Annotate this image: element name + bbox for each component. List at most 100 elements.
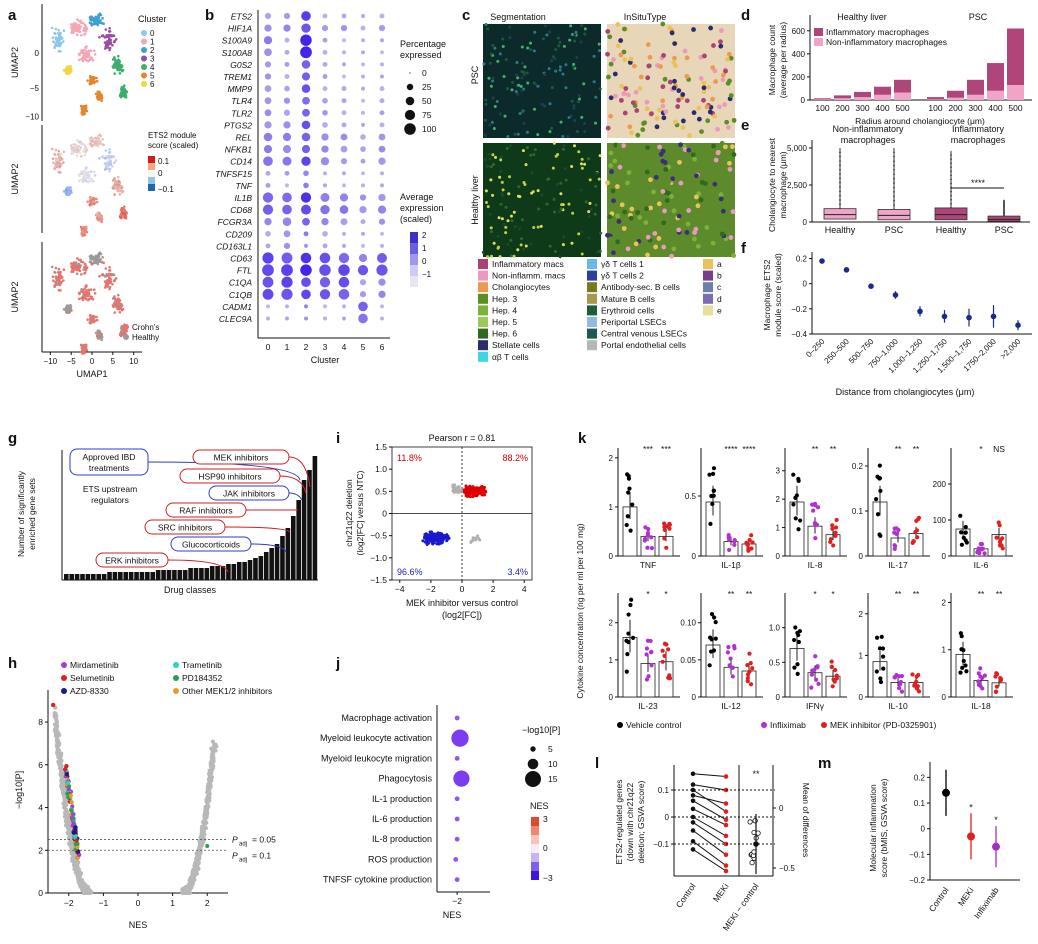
k-point [793,516,798,521]
spatial-cell-mark [696,116,702,122]
spatial-cell-mark [583,162,587,166]
spatial-cell-mark [691,110,697,116]
spatial-cell-mark [556,36,560,40]
cluster-tick: 3 [323,342,328,352]
k-point [794,493,799,498]
spatial-cell-mark [574,30,578,34]
k-point [811,508,816,513]
spatial-cell-mark [678,180,684,186]
k-point [982,551,987,556]
h-legend-swatch [173,662,179,668]
j-size-legend-label: 15 [548,774,558,784]
i-point-up [469,488,473,492]
spatial-cell-mark [605,29,611,34]
celltype-legend-label: Hep. 3 [492,294,517,304]
g-bar [231,564,237,580]
dot-mark [342,304,346,309]
cell-point-ets2 [80,170,83,173]
h-point-grey [57,751,62,756]
e-outlier [893,160,895,163]
i-point-down-pos [476,534,480,538]
spatial-cell-mark [692,156,697,162]
spatial-cell-mark [579,40,583,44]
cell-point-ets2 [96,144,100,148]
spatial-cell-mark [666,179,672,185]
cell-point-ets2 [67,193,70,197]
spatial-cell-mark [657,217,663,223]
spatial-cell-mark [655,190,661,196]
i-point-up-neg [451,483,455,487]
cell-point-ets2 [108,169,111,173]
j-dot [451,729,469,747]
spatial-cell-mark [710,65,716,71]
spatial-cell-mark [509,214,513,218]
umap-y-tick: −5 [30,84,40,93]
cell-point-cluster [95,79,99,83]
spatial-cell-mark [583,32,587,36]
cell-point-disease [72,264,76,268]
h-point-grey [206,781,211,786]
h-point-grey [69,833,74,838]
dot-mark [285,316,289,321]
h-x-tick: 0 [136,898,141,908]
cell-point-disease [96,332,99,335]
pct-legend-label: 100 [422,124,436,134]
e-outlier [950,170,952,173]
umap-y-tick: −10 [25,112,39,121]
g-callout-label: ERK inhibitors [105,556,159,566]
j-term-label: Myeloid leukocyte activation [320,733,432,743]
spatial-cell-mark [727,160,732,166]
spatial-cell-mark [667,25,672,31]
cell-point-disease [89,319,92,323]
cell-point-ets2 [106,167,110,170]
pct-legend-dot [406,83,414,91]
i-point-up [466,491,470,495]
e-outlier [950,158,952,160]
spatial-cell-mark [710,240,716,246]
cell-point-ets2 [97,139,100,143]
cell-point-disease [97,253,100,257]
spatial-cell-mark [660,189,666,194]
cell-point-disease [104,281,108,285]
spatial-cell-mark [684,74,690,79]
spatial-cell-mark [486,27,490,31]
cell-point-cluster [114,38,118,41]
i-point-up [464,484,468,488]
spatial-cell-mark [588,201,592,205]
spatial-cell-mark [481,250,485,254]
dot-mark [378,290,386,298]
spatial-cell-mark [671,246,677,252]
h-point-mek [74,838,79,843]
spatial-cell-mark [525,71,529,75]
celltype-legend-swatch [587,328,597,339]
spatial-cell-mark [664,198,670,204]
spatial-cell-mark [553,210,557,214]
h-legend-label: Selumetinib [70,673,115,683]
i-point-down [440,538,444,542]
h-legend-label: Mirdametinib [70,660,119,670]
spatial-cell-mark [652,231,658,236]
h-legend-label: PD184352 [182,673,222,683]
k-y-tick: 1 [609,656,614,665]
cell-point-disease [74,264,78,268]
d-group-title: PSC [969,12,988,22]
i-point-down [425,532,429,536]
cell-point-cluster [118,94,122,98]
spatial-cell-mark [658,64,663,69]
spatial-cell-mark [496,59,500,63]
spatial-cell-mark [520,76,524,80]
k-sig-label: NS [993,444,1005,454]
i-point-up [480,484,484,488]
celltype-legend-swatch [478,351,488,362]
cell-point-ets2 [125,211,128,214]
g-bar [188,568,193,580]
cluster-legend-swatch [141,38,147,45]
spatial-cell-mark [559,181,563,185]
spatial-cell-mark [571,32,575,36]
spatial-cell-mark [703,181,708,186]
k-point [629,597,634,602]
spatial-cell-mark [711,143,716,149]
spatial-cell-mark [672,41,678,47]
g-callout-label: HSP90 inhibitors [198,472,261,482]
